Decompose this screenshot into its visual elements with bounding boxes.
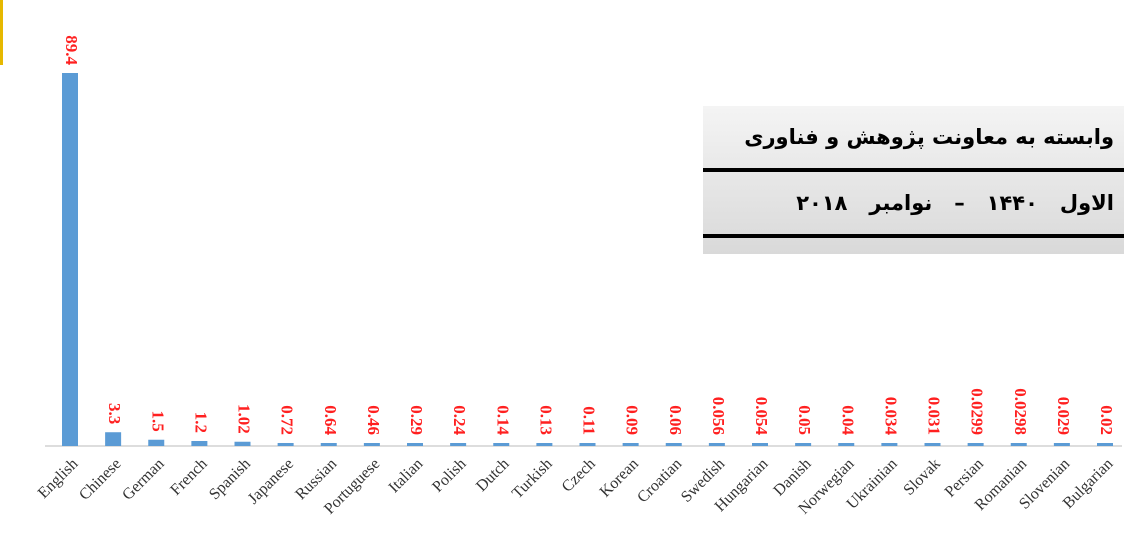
bar	[752, 443, 768, 446]
value-label: 0.29	[407, 405, 426, 435]
value-label: 0.64	[321, 405, 340, 435]
bar	[363, 443, 380, 446]
value-label: 0.034	[881, 397, 900, 436]
x-tick-label: Slovak	[900, 455, 943, 498]
value-label: 89.4	[62, 35, 81, 65]
x-tick-label: Dutch	[473, 455, 513, 495]
bar	[320, 443, 337, 446]
bar	[838, 443, 855, 446]
x-tick-label: English	[35, 455, 82, 502]
bar	[924, 443, 941, 446]
bar	[622, 443, 639, 446]
bar	[1010, 443, 1027, 446]
overlay-box: وابسته به معاونت پژوهش و فناوری الاول ۱۴…	[703, 106, 1124, 254]
decor-bar	[0, 0, 3, 65]
x-tick-label: Polish	[429, 455, 469, 495]
value-label: 0.14	[493, 405, 512, 435]
value-label: 3.3	[105, 403, 124, 424]
bar	[148, 439, 165, 446]
value-label: 0.24	[450, 405, 469, 435]
x-tick-label: Croatian	[634, 455, 685, 506]
value-label: 0.029	[1054, 397, 1073, 435]
bar	[1053, 443, 1070, 446]
bar	[234, 441, 251, 446]
x-tick-label: Turkish	[509, 455, 556, 502]
value-label: 1.2	[191, 412, 210, 433]
bar	[450, 443, 467, 446]
bar	[62, 73, 78, 446]
value-label: 1.5	[148, 410, 167, 431]
value-label: 0.054	[752, 397, 771, 436]
bar	[665, 443, 682, 446]
value-label: 0.05	[795, 405, 814, 435]
value-label: 0.09	[623, 405, 642, 435]
bar	[1097, 443, 1113, 446]
value-label: 0.056	[709, 397, 728, 435]
bar	[536, 443, 553, 446]
x-tick-label: French	[167, 455, 210, 498]
bar	[493, 443, 510, 446]
bar	[407, 443, 423, 446]
value-label: 0.11	[580, 406, 599, 435]
bar	[795, 443, 812, 446]
x-tick-label: German	[119, 455, 167, 503]
bar	[967, 443, 984, 446]
value-label: 0.46	[364, 405, 383, 435]
value-label: 1.02	[235, 404, 254, 434]
x-tick-label: Chinese	[76, 455, 124, 503]
x-tick-label: Czech	[559, 455, 599, 495]
x-tick-label: Japanese	[245, 455, 297, 507]
value-label: 0.13	[536, 405, 555, 435]
bar	[881, 443, 898, 446]
value-label: 0.06	[666, 405, 685, 435]
value-label: 0.72	[278, 405, 297, 435]
overlay-line: وابسته به معاونت پژوهش و فناوری	[703, 106, 1124, 172]
bar	[579, 443, 596, 446]
x-tick-label: Italian	[386, 455, 427, 496]
value-label: 0.0299	[968, 388, 987, 435]
overlay-line: الاول ۱۴۴۰ – نوامبر ۲۰۱۸	[703, 172, 1124, 238]
bar	[708, 443, 725, 446]
bar	[191, 440, 208, 446]
value-label: 0.031	[925, 397, 944, 435]
value-label: 0.04	[838, 405, 857, 435]
bar	[105, 432, 122, 446]
value-label: 0.0298	[1011, 388, 1030, 435]
value-label: 0.02	[1097, 405, 1116, 435]
bar	[277, 442, 294, 446]
